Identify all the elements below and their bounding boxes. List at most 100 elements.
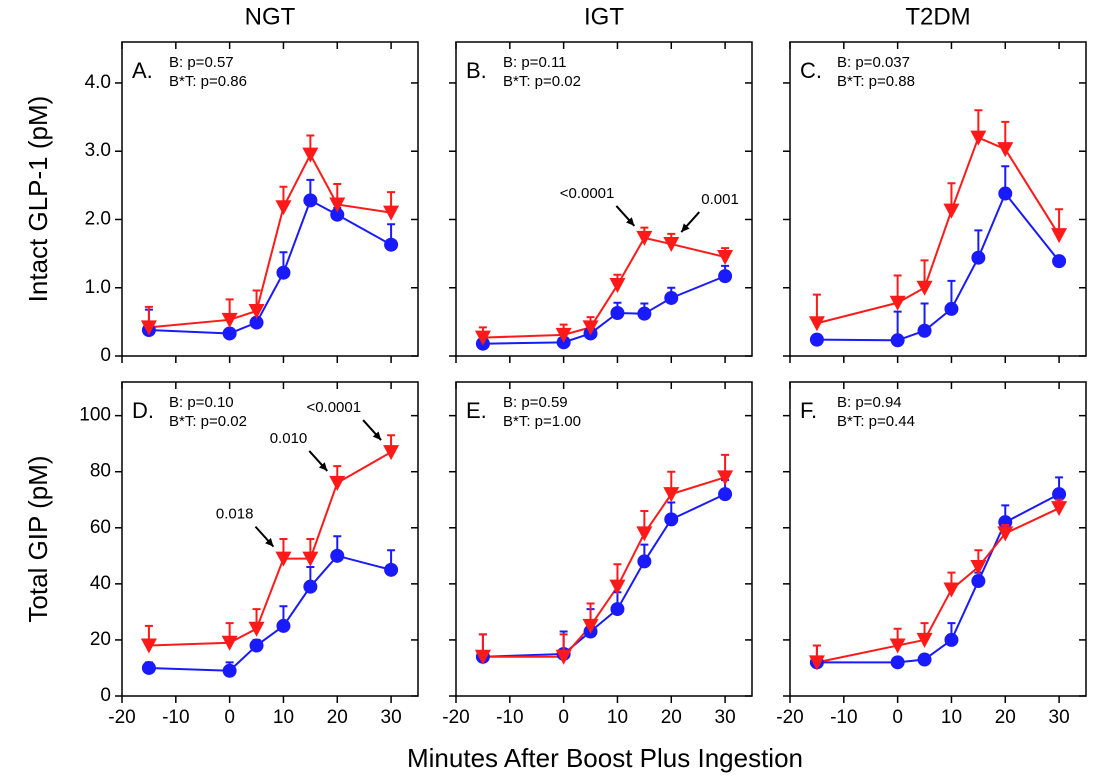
y-axis-label: Total GIP (pM) — [23, 455, 53, 622]
panel-title: NGT — [245, 3, 296, 30]
x-tick-label: 30 — [1049, 707, 1070, 728]
x-tick-label: -20 — [442, 707, 469, 728]
x-tick-label: 0 — [892, 707, 903, 728]
data-point — [141, 660, 156, 675]
data-point — [249, 315, 264, 330]
data-point — [582, 320, 599, 336]
data-point — [889, 295, 906, 311]
x-tick-label: 0 — [558, 707, 569, 728]
x-tick-label: -10 — [162, 707, 189, 728]
panel-label: F. — [800, 398, 817, 423]
data-point — [1051, 501, 1068, 517]
data-point — [997, 526, 1014, 542]
plot-frame — [789, 41, 1087, 357]
panel-label: B. — [466, 58, 487, 83]
panel: T2DM C. B: p=0.037 B*T: p=0.88 — [783, 3, 1087, 363]
plot-frame — [455, 381, 753, 697]
data-point — [717, 250, 734, 266]
stat-text: B*T: p=0.02 — [169, 413, 247, 430]
note-arrowhead — [626, 217, 635, 226]
series-line — [816, 136, 1060, 325]
series-line — [148, 198, 392, 335]
data-point — [474, 330, 491, 346]
data-point — [222, 326, 237, 341]
data-point — [474, 649, 491, 665]
data-point — [636, 526, 653, 542]
data-point — [555, 327, 572, 343]
data-point — [998, 186, 1013, 201]
x-tick-label: 30 — [381, 707, 402, 728]
panel-title: IGT — [584, 3, 624, 30]
data-point — [555, 649, 572, 665]
x-tick-label: 10 — [607, 707, 628, 728]
data-point — [582, 618, 599, 634]
data-point — [610, 602, 625, 617]
data-point — [663, 237, 680, 253]
data-point — [718, 487, 733, 502]
plot-frame — [121, 41, 419, 357]
data-point — [140, 638, 157, 654]
data-point — [276, 618, 291, 633]
panel-title: T2DM — [905, 3, 970, 30]
data-point — [916, 632, 933, 648]
panel-label: A. — [132, 58, 153, 83]
data-point — [1052, 487, 1067, 502]
data-point — [276, 265, 291, 280]
x-tick-label: 10 — [941, 707, 962, 728]
x-tick-label: -20 — [776, 707, 803, 728]
data-point — [249, 638, 264, 653]
data-point — [944, 301, 959, 316]
y-tick-label: 1.0 — [85, 277, 111, 298]
data-point — [221, 312, 238, 328]
note-text: 0.010 — [270, 430, 308, 447]
y-tick-label: 2.0 — [85, 208, 111, 229]
series-line — [816, 493, 1060, 664]
data-point — [329, 197, 346, 213]
plot-frame — [121, 381, 419, 697]
panel: NGT Intact GLP-1 (pM) 0 1.0 2.0 3.0 4.0 A. B: p=… — [23, 3, 419, 366]
data-point — [664, 512, 679, 527]
y-tick-label: 0 — [100, 685, 111, 706]
data-point — [330, 207, 345, 222]
series-line — [482, 493, 726, 658]
data-point — [384, 237, 399, 252]
data-point — [302, 551, 319, 567]
data-point — [916, 280, 933, 296]
y-tick-label: 60 — [90, 517, 111, 538]
stat-text: B*T: p=0.44 — [837, 413, 915, 430]
x-tick-label: -20 — [108, 707, 135, 728]
data-point — [275, 200, 292, 216]
data-point — [637, 554, 652, 569]
data-point — [609, 579, 626, 595]
data-point — [222, 663, 237, 678]
data-point — [302, 147, 319, 163]
data-point — [971, 574, 986, 589]
data-point — [917, 323, 932, 338]
data-point — [636, 230, 653, 246]
data-point — [917, 652, 932, 667]
data-point — [718, 269, 733, 284]
stat-text: B*T: p=0.02 — [503, 73, 581, 90]
y-tick-label: 100 — [79, 405, 111, 426]
x-tick-label: 10 — [273, 707, 294, 728]
stat-text: B: p=0.59 — [503, 394, 568, 411]
data-point — [383, 445, 400, 461]
series-line — [816, 191, 1060, 342]
data-point — [809, 332, 824, 347]
stat-text: B: p=0.037 — [837, 54, 910, 71]
data-point — [383, 205, 400, 221]
panel: -20 -10 0 10 20 30 E. B: p=0.59 B*T: p=1.00 — [442, 381, 753, 728]
y-axis-label: Intact GLP-1 (pM) — [23, 96, 53, 303]
data-point — [637, 306, 652, 321]
data-point — [970, 560, 987, 576]
y-tick-label: 3.0 — [85, 140, 111, 161]
note-text: 0.001 — [701, 191, 739, 208]
data-point — [944, 632, 959, 647]
x-tick-label: 20 — [661, 707, 682, 728]
stat-text: B: p=0.11 — [503, 54, 567, 71]
panel-label: D. — [132, 398, 154, 423]
data-point — [890, 655, 905, 670]
series-line — [148, 451, 392, 647]
series-line — [482, 275, 726, 345]
data-point — [330, 548, 345, 563]
